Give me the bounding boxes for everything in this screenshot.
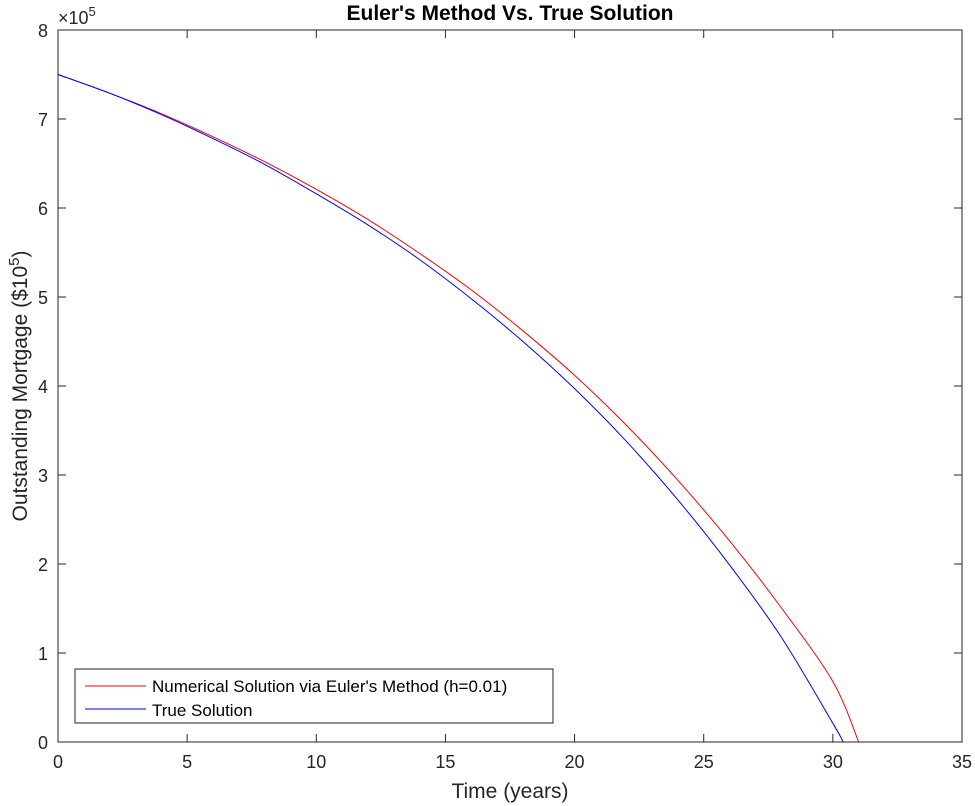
legend-box xyxy=(74,668,554,724)
y-multiplier-base: ×10 xyxy=(58,8,89,28)
true-solution-series-line xyxy=(57,74,844,743)
y-tick-label: 2 xyxy=(38,555,48,575)
chart-title: Euler's Method Vs. True Solution xyxy=(346,2,673,25)
x-tick-label: 20 xyxy=(565,752,585,772)
y-tick-label: 5 xyxy=(38,288,48,308)
x-tick-label: 15 xyxy=(435,752,455,772)
legend: Numerical Solution via Euler's Method (h… xyxy=(74,668,554,724)
x-tick-label: 25 xyxy=(694,752,714,772)
plot-frame xyxy=(57,29,963,743)
y-tick-label: 6 xyxy=(38,199,48,219)
y-axis-label-exp: 5 xyxy=(6,257,23,265)
x-tick-label: 35 xyxy=(952,752,972,772)
y-tick-label: 4 xyxy=(38,377,48,397)
legend-label-true: True Solution xyxy=(152,701,252,720)
y-tick-label: 0 xyxy=(38,733,48,753)
x-tick-label: 0 xyxy=(53,752,63,772)
x-axis-label: Time (years) xyxy=(451,780,568,803)
y-axis-label-base: Outstanding Mortgage ($10 xyxy=(9,266,32,522)
legend-label-euler: Numerical Solution via Euler's Method (h… xyxy=(152,677,507,696)
series-layer xyxy=(57,74,860,743)
x-tick-label: 30 xyxy=(823,752,843,772)
euler-series-line xyxy=(57,74,860,743)
ticks-layer: 0 5 10 15 20 25 30 35 0 1 2 3 4 5 6 7 8 xyxy=(38,21,972,772)
x-tick-label: 5 xyxy=(182,752,192,772)
y-axis-label-close: ) xyxy=(9,250,32,257)
y-tick-label: 7 xyxy=(38,110,48,130)
y-multiplier-exp: 5 xyxy=(89,4,96,19)
y-tick-label: 3 xyxy=(38,466,48,486)
y-tick-label: 1 xyxy=(38,644,48,664)
y-axis-label: Outstanding Mortgage ($105) xyxy=(6,250,32,521)
y-multiplier: ×105 xyxy=(58,4,96,28)
y-tick-label: 8 xyxy=(38,21,48,41)
x-tick-label: 10 xyxy=(306,752,326,772)
